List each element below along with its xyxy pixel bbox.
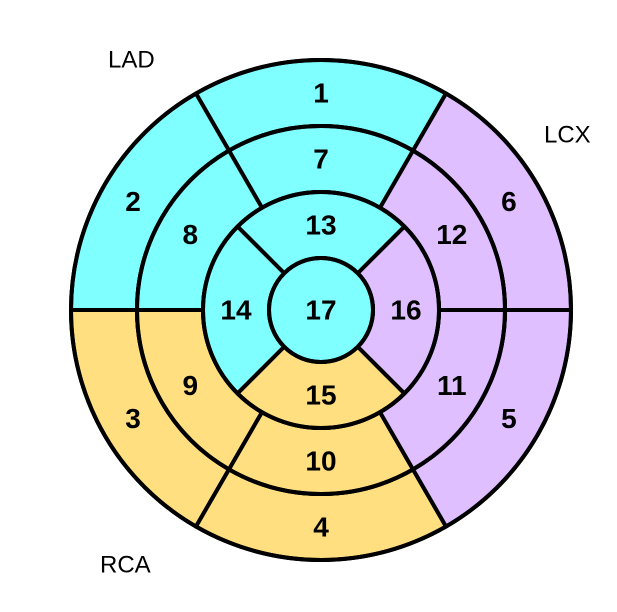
segment-label-2: 2: [125, 186, 141, 217]
segment-label-8: 8: [182, 219, 198, 250]
segment-label-6: 6: [501, 186, 517, 217]
segment-label-12: 12: [436, 219, 467, 250]
segment-label-16: 16: [390, 295, 421, 326]
segment-label-4: 4: [313, 512, 329, 543]
segment-label-11: 11: [437, 370, 467, 401]
segment-label-10: 10: [305, 446, 336, 477]
segment-label-14: 14: [220, 295, 252, 326]
territory-label-rca: RCA: [100, 552, 151, 579]
segment-label-5: 5: [501, 403, 517, 434]
territory-label-lcx: LCX: [544, 122, 591, 149]
bullseye-diagram: 1234567891011121314151617LADLCXRCA: [0, 0, 617, 612]
segment-label-3: 3: [125, 403, 141, 434]
segment-label-9: 9: [182, 370, 198, 401]
segment-label-7: 7: [313, 144, 329, 175]
segment-label-1: 1: [313, 78, 329, 109]
segment-label-17: 17: [305, 295, 336, 326]
territory-label-lad: LAD: [108, 47, 155, 74]
segment-label-13: 13: [305, 210, 336, 241]
segment-label-15: 15: [305, 380, 336, 411]
